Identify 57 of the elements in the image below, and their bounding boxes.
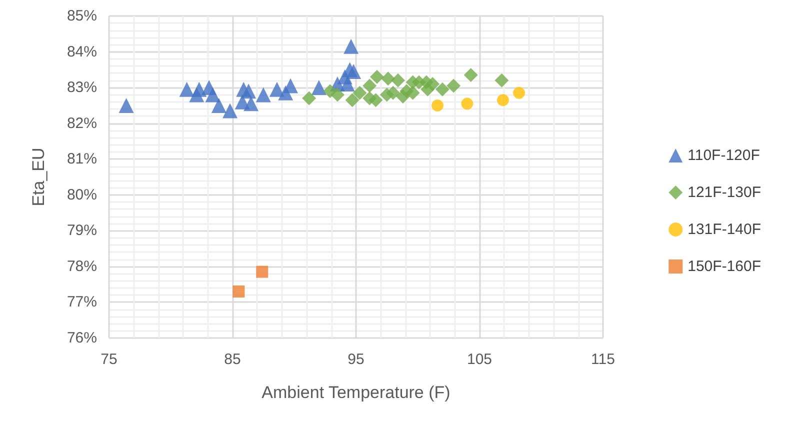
point [256,266,268,278]
y-tick-label: 76% [66,330,97,346]
y-tick-label: 81% [66,150,97,168]
point [352,86,367,100]
point [464,68,478,82]
legend-label: 110F-120F [688,147,760,164]
legend-label: 121F-130F [688,184,761,201]
point [461,98,474,110]
point [345,93,360,108]
point [269,82,284,97]
x-tick-label: 115 [591,351,615,368]
x-tick-label: 105 [466,351,492,368]
point [222,103,238,118]
x-tick-label: 95 [348,351,364,368]
point [302,91,316,106]
point [381,72,396,86]
point [494,73,509,88]
x-tick-label: 85 [224,351,241,368]
point [256,87,271,102]
point [192,82,207,97]
point [435,82,450,96]
point [446,78,461,93]
legend-label: 131F-140F [688,221,761,238]
y-tick-label: 79% [66,222,97,240]
point [432,99,444,112]
y-axis-title: Eta_EU [29,148,48,206]
point [241,84,256,99]
legend-label: 150F-160F [688,258,761,275]
point [496,94,509,106]
y-tick-label: 84% [66,43,97,60]
point [232,285,245,298]
point [211,98,226,113]
point [330,88,344,102]
y-tick-label: 80% [66,186,97,204]
point [513,86,526,99]
y-tick-label: 85% [66,8,97,24]
x-axis-title: Ambient Temperature (F) [262,383,450,402]
point [311,80,326,96]
x-tick-label: 75 [100,351,118,368]
point [362,78,377,93]
point [344,38,359,54]
point [346,64,362,79]
point [370,70,384,84]
point [386,86,400,100]
point [390,73,405,88]
point [406,86,420,100]
point [368,93,383,108]
y-tick-label: 83% [66,79,97,96]
point [118,98,134,113]
y-tick-label: 77% [66,294,97,311]
point [278,85,294,100]
y-tick-label: 82% [66,114,97,132]
point [426,76,440,91]
point [244,96,259,112]
point [205,87,220,102]
y-tick-label: 78% [66,258,97,275]
point [179,82,194,97]
